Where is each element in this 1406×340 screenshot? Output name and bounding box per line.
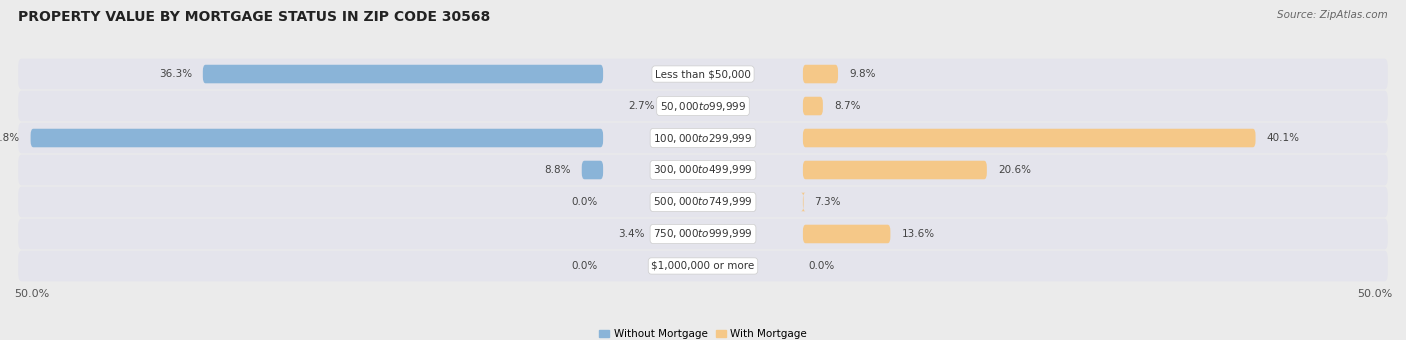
- Text: $300,000 to $499,999: $300,000 to $499,999: [654, 164, 752, 176]
- Text: $500,000 to $749,999: $500,000 to $749,999: [654, 195, 752, 208]
- Text: $1,000,000 or more: $1,000,000 or more: [651, 261, 755, 271]
- Text: 36.3%: 36.3%: [159, 69, 191, 79]
- Text: 2.7%: 2.7%: [628, 101, 655, 111]
- Text: 20.6%: 20.6%: [998, 165, 1031, 175]
- FancyBboxPatch shape: [202, 65, 603, 83]
- Text: 7.3%: 7.3%: [814, 197, 841, 207]
- Text: 0.0%: 0.0%: [808, 261, 835, 271]
- Text: 3.4%: 3.4%: [619, 229, 645, 239]
- FancyBboxPatch shape: [18, 155, 1388, 185]
- Text: PROPERTY VALUE BY MORTGAGE STATUS IN ZIP CODE 30568: PROPERTY VALUE BY MORTGAGE STATUS IN ZIP…: [18, 10, 491, 24]
- FancyBboxPatch shape: [18, 251, 1388, 281]
- Text: 0.0%: 0.0%: [571, 197, 598, 207]
- FancyBboxPatch shape: [18, 219, 1388, 249]
- FancyBboxPatch shape: [31, 129, 603, 147]
- Text: 48.8%: 48.8%: [0, 133, 20, 143]
- FancyBboxPatch shape: [18, 59, 1388, 89]
- FancyBboxPatch shape: [18, 91, 1388, 121]
- Text: 50.0%: 50.0%: [14, 289, 49, 299]
- Text: $50,000 to $99,999: $50,000 to $99,999: [659, 100, 747, 113]
- FancyBboxPatch shape: [803, 161, 987, 179]
- FancyBboxPatch shape: [582, 161, 603, 179]
- Text: $750,000 to $999,999: $750,000 to $999,999: [654, 227, 752, 240]
- Text: 9.8%: 9.8%: [849, 69, 876, 79]
- FancyBboxPatch shape: [803, 65, 838, 83]
- FancyBboxPatch shape: [803, 97, 823, 115]
- Text: 0.0%: 0.0%: [571, 261, 598, 271]
- Text: 8.8%: 8.8%: [544, 165, 571, 175]
- Text: Source: ZipAtlas.com: Source: ZipAtlas.com: [1277, 10, 1388, 20]
- FancyBboxPatch shape: [803, 129, 1256, 147]
- Text: 50.0%: 50.0%: [1357, 289, 1392, 299]
- Text: 8.7%: 8.7%: [834, 101, 860, 111]
- FancyBboxPatch shape: [18, 187, 1388, 217]
- FancyBboxPatch shape: [803, 225, 890, 243]
- Text: 13.6%: 13.6%: [901, 229, 935, 239]
- Text: $100,000 to $299,999: $100,000 to $299,999: [654, 132, 752, 144]
- FancyBboxPatch shape: [801, 193, 806, 211]
- Legend: Without Mortgage, With Mortgage: Without Mortgage, With Mortgage: [595, 325, 811, 340]
- Text: Less than $50,000: Less than $50,000: [655, 69, 751, 79]
- Text: 40.1%: 40.1%: [1267, 133, 1299, 143]
- FancyBboxPatch shape: [18, 123, 1388, 153]
